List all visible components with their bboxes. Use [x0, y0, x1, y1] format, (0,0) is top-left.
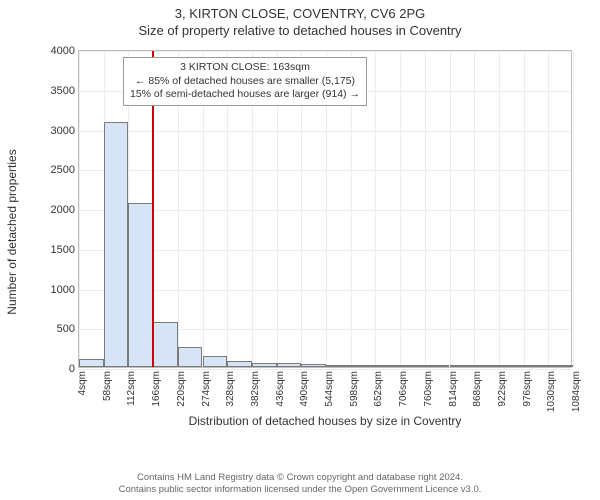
histogram-bar	[375, 365, 400, 367]
chart-container: Number of detached properties 0500100015…	[38, 44, 578, 420]
gridline-vertical	[79, 51, 80, 367]
gridline-vertical	[499, 51, 500, 367]
histogram-bar	[450, 365, 475, 367]
histogram-bar	[178, 347, 203, 367]
gridline-vertical	[474, 51, 475, 367]
xtick-label: 58sqm	[102, 371, 113, 401]
histogram-bar	[474, 365, 499, 367]
footer-line1: Contains HM Land Registry data © Crown c…	[0, 472, 600, 484]
xtick-label: 814sqm	[448, 371, 459, 407]
footer-line2: Contains public sector information licen…	[0, 484, 600, 496]
gridline-vertical	[425, 51, 426, 367]
xtick-label: 4sqm	[77, 371, 88, 395]
annotation-line2: ← 85% of detached houses are smaller (5,…	[130, 75, 360, 89]
histogram-bar	[351, 365, 376, 367]
gridline-vertical	[450, 51, 451, 367]
xtick-label: 1084sqm	[571, 371, 582, 412]
histogram-bar	[203, 356, 228, 367]
histogram-bar	[227, 361, 252, 367]
ytick-label: 1000	[51, 284, 75, 296]
histogram-bar	[400, 365, 425, 367]
histogram-bar	[104, 122, 129, 367]
histogram-bar	[252, 363, 277, 367]
xtick-label: 166sqm	[151, 371, 162, 407]
histogram-bar	[277, 363, 302, 367]
histogram-bar	[326, 365, 351, 367]
xtick-label: 976sqm	[522, 371, 533, 407]
ytick-label: 1500	[51, 244, 75, 256]
xtick-label: 1030sqm	[546, 371, 557, 412]
gridline-vertical	[573, 51, 574, 367]
ytick-label: 4000	[51, 45, 75, 57]
title-subtitle: Size of property relative to detached ho…	[0, 23, 600, 38]
histogram-bar	[79, 359, 104, 367]
xtick-label: 598sqm	[349, 371, 360, 407]
title-address: 3, KIRTON CLOSE, COVENTRY, CV6 2PG	[0, 6, 600, 21]
xtick-label: 436sqm	[275, 371, 286, 407]
histogram-bar	[153, 322, 178, 367]
xtick-label: 382sqm	[250, 371, 261, 407]
ytick-label: 0	[69, 363, 75, 375]
xtick-label: 328sqm	[225, 371, 236, 407]
xtick-label: 922sqm	[497, 371, 508, 407]
gridline-vertical	[400, 51, 401, 367]
histogram-bar	[524, 365, 549, 367]
histogram-bar	[301, 364, 326, 367]
ytick-label: 500	[57, 323, 75, 335]
xtick-label: 652sqm	[373, 371, 384, 407]
xtick-label: 760sqm	[423, 371, 434, 407]
histogram-bar	[548, 365, 573, 367]
y-axis-label: Number of detached properties	[5, 149, 19, 314]
ytick-label: 3500	[51, 85, 75, 97]
histogram-bar	[128, 203, 153, 367]
gridline-horizontal	[79, 369, 571, 370]
footer-attribution: Contains HM Land Registry data © Crown c…	[0, 472, 600, 496]
chart-title-block: 3, KIRTON CLOSE, COVENTRY, CV6 2PG Size …	[0, 0, 600, 38]
x-axis-label: Distribution of detached houses by size …	[78, 414, 572, 428]
gridline-vertical	[548, 51, 549, 367]
annotation-line1: 3 KIRTON CLOSE: 163sqm	[130, 61, 360, 75]
histogram-bar	[499, 365, 524, 367]
xtick-label: 112sqm	[126, 371, 137, 406]
xtick-label: 706sqm	[398, 371, 409, 407]
xtick-label: 868sqm	[472, 371, 483, 407]
ytick-label: 3000	[51, 125, 75, 137]
xtick-label: 544sqm	[324, 371, 335, 407]
annotation-box: 3 KIRTON CLOSE: 163sqm ← 85% of detached…	[123, 57, 367, 106]
plot-area: 050010001500200025003000350040004sqm58sq…	[78, 50, 572, 368]
xtick-label: 490sqm	[299, 371, 310, 407]
xtick-label: 274sqm	[201, 371, 212, 407]
gridline-vertical	[524, 51, 525, 367]
xtick-label: 220sqm	[176, 371, 187, 407]
gridline-vertical	[375, 51, 376, 367]
annotation-line3: 15% of semi-detached houses are larger (…	[130, 88, 360, 102]
ytick-label: 2500	[51, 164, 75, 176]
ytick-label: 2000	[51, 204, 75, 216]
histogram-bar	[425, 365, 450, 367]
